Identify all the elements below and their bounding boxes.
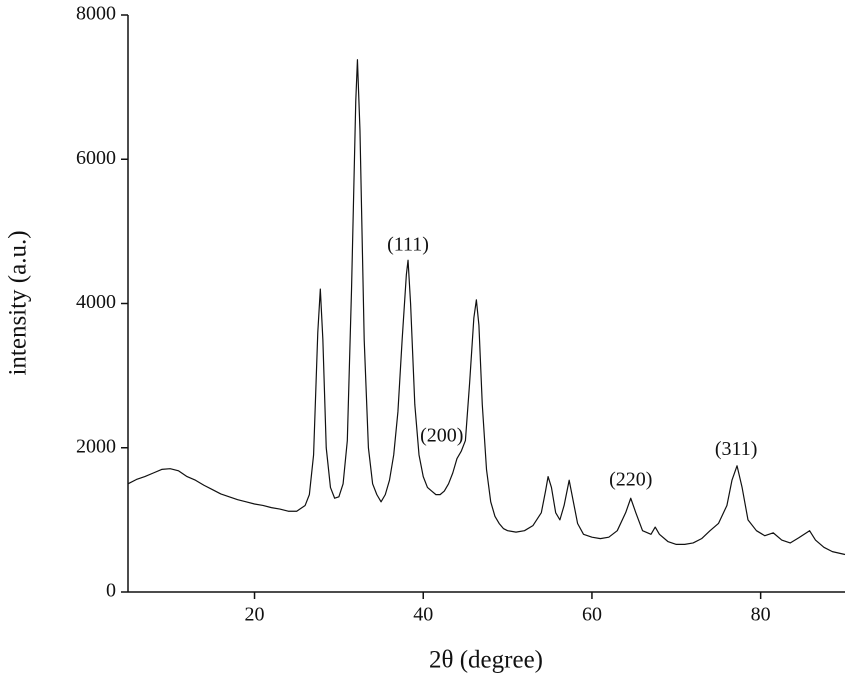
peak-label: (220): [609, 469, 652, 491]
x-tick-label: 40: [413, 604, 433, 626]
peak-label: (200): [420, 425, 463, 447]
line-series: [127, 59, 846, 556]
y-tick-label: 8000: [76, 3, 116, 25]
y-tick-label: 6000: [76, 147, 116, 169]
y-tick-label: 4000: [76, 291, 116, 313]
peak-label: (111): [387, 233, 429, 255]
x-tick-label: 20: [245, 604, 265, 626]
x-axis-title: 2θ (degree): [429, 647, 543, 674]
x-tick-label: 60: [582, 604, 602, 626]
peak-label: (311): [715, 438, 758, 460]
y-tick-label: 2000: [76, 435, 116, 457]
x-tick-label: 80: [751, 604, 771, 626]
y-axis-title: intensity (a.u.): [5, 230, 32, 375]
y-tick-label: 0: [106, 580, 116, 602]
